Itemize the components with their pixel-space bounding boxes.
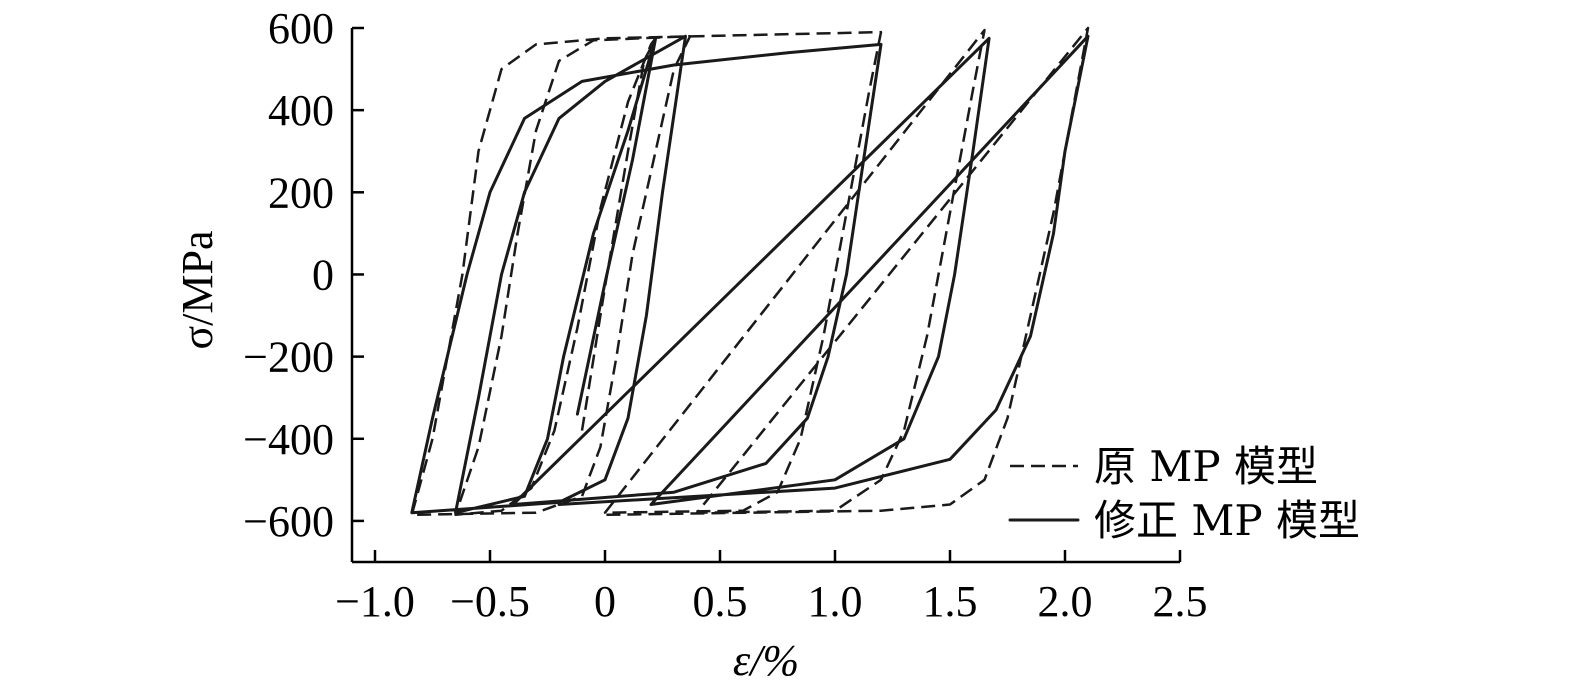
y-tick-label: 400	[268, 86, 334, 135]
y-tick-label: −600	[243, 497, 334, 546]
x-tick-label: 0.5	[693, 577, 748, 626]
y-tick-label: −200	[243, 333, 334, 382]
series-layer	[410, 26, 1090, 517]
x-tick-label: 0	[594, 577, 616, 626]
x-tick-label: 2.0	[1038, 577, 1093, 626]
x-ticks: −1.0 −0.5 0 0.5 1.0 1.5 2.0 2.5	[335, 550, 1208, 626]
legend-label-original: 原 MP 模型	[1094, 442, 1318, 491]
x-tick-label: −1.0	[335, 577, 415, 626]
legend: 原 MP 模型 修正 MP 模型	[1008, 442, 1360, 545]
x-axis-title: ε/%	[733, 636, 799, 685]
x-tick-label: −0.5	[450, 577, 530, 626]
y-tick-label: 600	[268, 4, 334, 53]
x-tick-label: 1.5	[923, 577, 978, 626]
y-tick-label: −400	[243, 415, 334, 464]
legend-label-modified: 修正 MP 模型	[1094, 496, 1360, 545]
y-tick-label: 0	[312, 250, 334, 299]
x-tick-label: 1.0	[808, 577, 863, 626]
y-ticks: −600 −400 −200 0 200 400 600	[243, 4, 364, 546]
series-line-modified-mp	[410, 34, 1090, 515]
y-axis-title: σ/MPa	[173, 230, 222, 349]
series-line-original-mp	[410, 26, 1090, 517]
x-tick-label: 2.5	[1153, 577, 1208, 626]
axes	[350, 28, 1180, 564]
y-tick-label: 200	[268, 168, 334, 217]
